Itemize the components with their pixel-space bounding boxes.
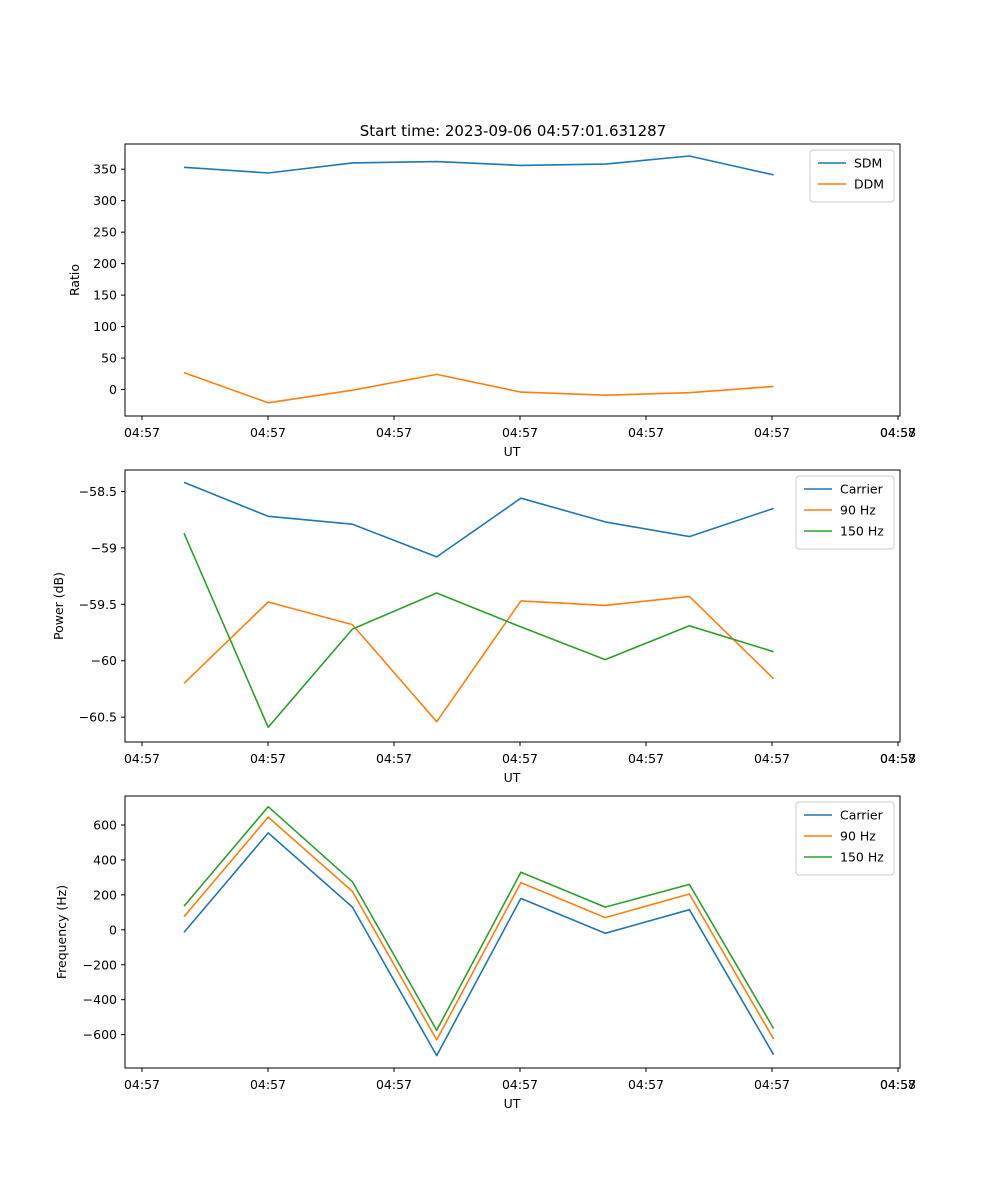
x-tick-label: 04:57 [250,1077,286,1092]
series-line-90-hz [183,595,775,723]
x-tick-label: 04:57 [124,1077,160,1092]
x-tick-label: 04:57 [124,425,160,440]
x-tick-label: 04:58 [880,425,916,440]
legend-label: 150 Hz [840,524,884,539]
legend-label: 90 Hz [840,503,876,518]
y-tick-label: −60.5 [79,710,117,725]
y-tick-label: −59 [91,540,117,555]
y-tick-label: 200 [93,256,117,271]
x-tick-label: 04:57 [628,1077,664,1092]
series-line-ddm [183,371,774,404]
plot-area [124,795,901,1069]
x-tick-label: 04:57 [754,425,790,440]
y-tick-label: 100 [93,319,117,334]
series-line-150-hz [183,805,775,1032]
x-tick-label: 04:57 [502,425,538,440]
x-tick-label: 04:57 [880,1077,916,1092]
y-tick-label: 300 [93,193,117,208]
series-line-carrier [183,481,774,558]
legend-label: Carrier [840,808,884,823]
y-tick-label: −60 [91,653,117,668]
y-tick-label: 0 [109,382,117,397]
y-tick-label: −59.5 [79,597,117,612]
series-line-sdm [183,155,774,176]
x-tick-label: 04:58 [880,751,916,766]
x-axis-label: UT [504,444,521,459]
y-tick-label: −58.5 [79,484,117,499]
y-axis-label: Power (dB) [51,572,66,640]
series-line-90-hz [183,816,775,1041]
x-tick-label: 04:57 [502,751,538,766]
figure-title: Start time: 2023-09-06 04:57:01.631287 [360,122,666,140]
x-tick-label: 04:57 [754,751,790,766]
x-tick-label: 04:57 [250,751,286,766]
y-tick-label: 400 [93,852,117,867]
x-tick-label: 04:57 [250,425,286,440]
plot-area [124,469,901,743]
x-tick-label: 04:57 [376,425,412,440]
legend-label: SDM [854,156,882,171]
y-tick-label: 200 [93,887,117,902]
y-axis-label: Frequency (Hz) [54,885,69,979]
legend-label: Carrier [840,482,884,497]
x-axis-label: UT [504,1096,521,1111]
power-panel: −60.5−60−59.5−59−58.504:57 04:57 04:57 04:5… [51,469,916,785]
y-axis-label: Ratio [67,264,82,296]
y-tick-label: 250 [93,225,117,240]
x-tick-label: 04:57 [754,1077,790,1092]
x-tick-label: 04:57 [502,1077,538,1092]
series-line-carrier [183,832,775,1057]
x-tick-label: 04:57 [880,751,916,766]
legend-label: 90 Hz [840,829,876,844]
legend-label: DDM [854,177,884,192]
y-tick-label: −200 [83,957,117,972]
y-tick-label: 600 [93,817,117,832]
x-tick-label: 04:57 [376,751,412,766]
x-tick-label: 04:57 [628,425,664,440]
y-tick-label: 350 [93,162,117,177]
x-tick-label: 04:58 [880,1077,916,1092]
y-tick-label: −600 [83,1027,117,1042]
y-tick-label: 50 [101,351,117,366]
x-tick-label: 04:57 [880,425,916,440]
plot-area [124,143,901,417]
x-axis-label: UT [504,770,521,785]
y-tick-label: 0 [109,922,117,937]
x-tick-label: 04:57 [124,751,160,766]
series-line-150-hz [183,532,774,729]
y-tick-label: −400 [83,992,117,1007]
legend-label: 150 Hz [840,850,884,865]
x-tick-label: 04:57 [628,751,664,766]
y-tick-label: 150 [93,288,117,303]
x-tick-label: 04:57 [376,1077,412,1092]
